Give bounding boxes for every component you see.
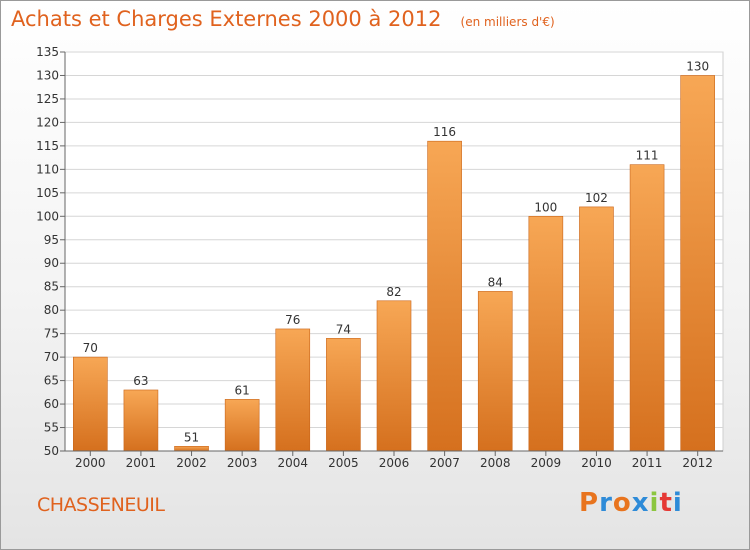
x-tick-label: 2000 (75, 456, 106, 470)
bar-value-label: 70 (83, 341, 98, 355)
y-tick-label: 60 (44, 397, 59, 411)
bar (427, 140, 462, 452)
bar-value-label: 61 (235, 383, 250, 397)
logo-letter: i (672, 488, 683, 518)
y-tick-label: 115 (36, 139, 59, 153)
bar (73, 356, 108, 452)
y-tick-label: 70 (44, 350, 59, 364)
y-tick-label: 55 (44, 421, 59, 435)
bar (528, 215, 564, 452)
bar (477, 291, 513, 452)
y-tick-label: 100 (36, 209, 59, 223)
bar-value-label: 82 (386, 285, 401, 299)
y-tick-label: 50 (44, 444, 59, 458)
bar (174, 446, 209, 452)
y-tick-label: 120 (36, 115, 59, 129)
bar (376, 300, 412, 452)
x-tick-label: 2011 (632, 456, 663, 470)
x-tick-label: 2002 (176, 456, 207, 470)
bar (326, 338, 361, 452)
y-tick-label: 80 (44, 303, 59, 317)
bar-value-label: 102 (585, 191, 608, 205)
x-tick-label: 2003 (227, 456, 258, 470)
y-tick-label: 75 (44, 327, 59, 341)
x-tick-label: 2010 (581, 456, 612, 470)
y-tick-label: 125 (36, 92, 59, 106)
proxiti-logo: Proxiti (579, 488, 683, 518)
bar-value-label: 76 (285, 313, 300, 327)
bar (579, 206, 614, 452)
logo-letter: r (599, 488, 613, 518)
x-tick-label: 2006 (379, 456, 410, 470)
y-tick-label: 85 (44, 280, 59, 294)
x-tick-label: 2009 (531, 456, 562, 470)
bar (224, 399, 260, 452)
bar (275, 328, 311, 452)
x-tick-label: 2008 (480, 456, 511, 470)
bar-value-label: 130 (686, 59, 709, 73)
bar-value-label: 84 (488, 275, 503, 289)
x-tick-label: 2005 (328, 456, 359, 470)
logo-letter: i (649, 488, 660, 518)
x-tick-label: 2001 (126, 456, 157, 470)
y-tick-label: 65 (44, 374, 59, 388)
y-tick-label: 130 (36, 68, 59, 82)
commune-name: CHASSENEUIL (37, 494, 165, 516)
bar (123, 389, 159, 452)
y-tick-label: 135 (36, 45, 59, 59)
x-tick-label: 2007 (429, 456, 460, 470)
bar (629, 164, 665, 452)
chart-subtitle: (en milliers d'€) (460, 15, 555, 29)
logo-letter: t (659, 488, 673, 518)
bar-value-label: 111 (636, 149, 659, 163)
bar-value-label: 116 (433, 125, 456, 139)
bar-value-label: 74 (336, 322, 351, 336)
y-tick-label: 110 (36, 162, 59, 176)
bar (680, 75, 715, 452)
y-tick-label: 105 (36, 186, 59, 200)
title-row: Achats et Charges Externes 2000 à 2012 (… (11, 7, 555, 31)
chart-title: Achats et Charges Externes 2000 à 2012 (11, 7, 442, 31)
bar-value-label: 100 (534, 200, 557, 214)
x-tick-label: 2004 (277, 456, 308, 470)
logo-letter: P (579, 488, 600, 518)
bar-value-label: 63 (133, 374, 148, 388)
y-tick-label: 95 (44, 233, 59, 247)
logo-letter: o (612, 488, 632, 518)
logo-letter: x (631, 488, 650, 518)
x-tick-label: 2012 (682, 456, 713, 470)
y-tick-label: 90 (44, 256, 59, 270)
bar-value-label: 51 (184, 430, 199, 444)
